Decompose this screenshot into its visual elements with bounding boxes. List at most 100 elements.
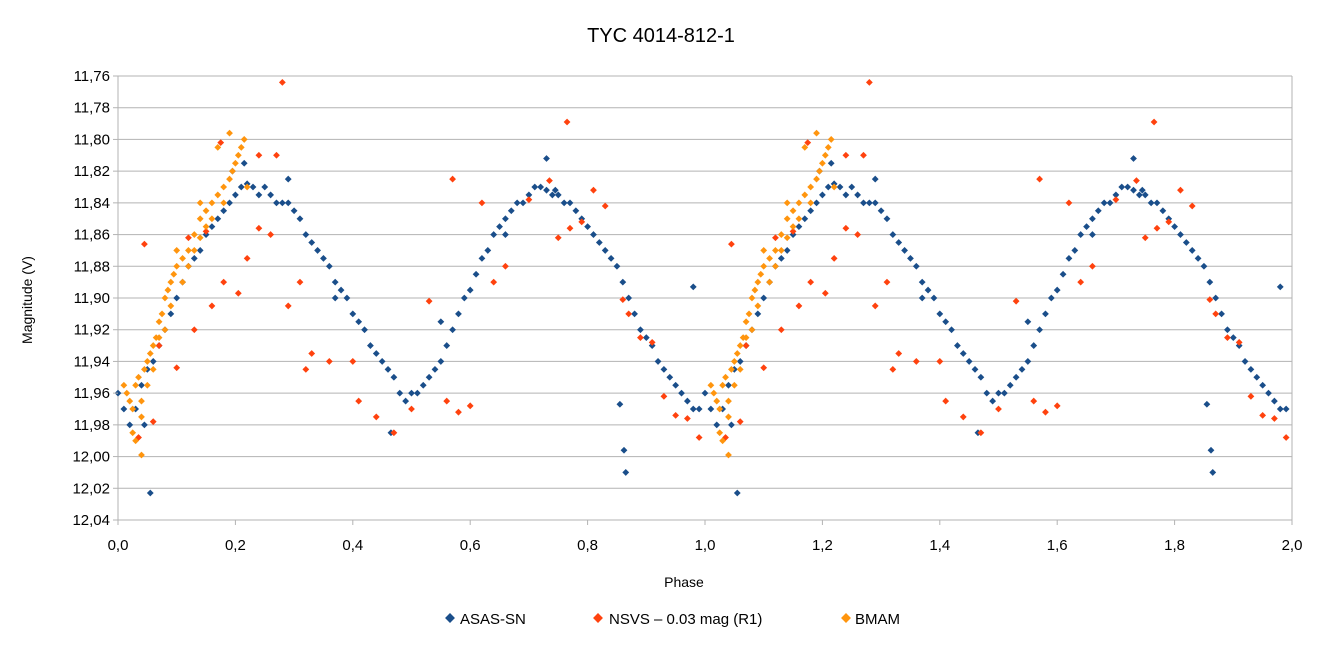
data-point [804, 139, 812, 146]
data-point [572, 207, 580, 215]
data-point [355, 397, 363, 405]
legend-item-asas-sn: ASAS-SN [445, 611, 526, 628]
data-point [813, 175, 820, 183]
data-point [1241, 358, 1249, 365]
data-point [560, 199, 568, 207]
data-point [185, 234, 192, 242]
x-tick-label: 0,0 [108, 537, 129, 554]
data-point [1153, 224, 1161, 232]
data-point [959, 350, 967, 357]
data-point [959, 413, 967, 421]
data-point [716, 405, 724, 413]
data-point [226, 199, 233, 207]
data-point [613, 262, 621, 270]
legend-item-bmam: BMAM [841, 611, 900, 628]
data-point [384, 365, 392, 373]
data-point [361, 326, 368, 334]
data-point [672, 411, 680, 419]
data-point [1133, 177, 1140, 185]
data-point [158, 310, 166, 318]
data-point [229, 167, 236, 175]
data-point [431, 365, 439, 373]
x-tick-label: 0,2 [225, 537, 246, 554]
data-point [1165, 218, 1173, 226]
data-point [1270, 415, 1278, 422]
data-point [1030, 397, 1038, 405]
data-point [126, 421, 134, 429]
data-point [466, 286, 474, 294]
data-point [889, 231, 897, 238]
data-point [546, 177, 553, 185]
data-point [1112, 196, 1120, 204]
data-point [625, 310, 633, 318]
data-point [240, 136, 248, 143]
data-point [173, 294, 181, 302]
data-point [918, 294, 926, 302]
data-point [126, 397, 134, 405]
data-point [120, 405, 128, 413]
data-point [789, 223, 797, 231]
data-point [842, 191, 850, 199]
data-point [202, 223, 210, 231]
data-point [149, 365, 157, 373]
data-point [537, 183, 545, 191]
data-point [478, 254, 486, 262]
data-point [1259, 381, 1267, 389]
data-point [170, 270, 178, 278]
data-point [196, 199, 204, 207]
data-point [190, 326, 198, 334]
data-point [167, 310, 175, 318]
data-point [654, 358, 662, 365]
data-point [918, 278, 926, 286]
legend: ASAS-SN NSVS – 0.03 mag (R1) BMAM [445, 611, 900, 628]
data-point [1182, 239, 1190, 246]
y-tick-label: 11,84 [74, 195, 110, 212]
data-point [642, 334, 650, 342]
data-point [865, 199, 873, 207]
data-point [842, 224, 850, 232]
data-point [660, 365, 668, 373]
data-point [1203, 400, 1211, 408]
data-point [622, 469, 630, 476]
data-point [484, 247, 492, 254]
data-point [754, 278, 762, 286]
data-point [1253, 373, 1261, 381]
data-point [273, 151, 280, 159]
data-point [355, 318, 363, 326]
data-point [123, 389, 131, 397]
data-point [337, 286, 345, 294]
data-point [942, 397, 950, 405]
data-point [149, 358, 157, 365]
data-point [989, 397, 997, 405]
data-point [1071, 247, 1079, 254]
data-point [948, 326, 955, 334]
data-point [912, 358, 920, 365]
data-point [689, 283, 697, 291]
data-point [719, 381, 727, 389]
data-point [883, 215, 891, 223]
series-layer [114, 78, 1290, 497]
data-point [308, 350, 316, 357]
y-tick-label: 11,98 [74, 417, 110, 434]
data-point [1118, 183, 1126, 191]
data-point [819, 159, 826, 167]
y-tick-label: 11,80 [74, 131, 110, 148]
data-point [772, 262, 779, 270]
data-point [173, 262, 181, 270]
data-point [801, 143, 809, 151]
data-point [173, 364, 181, 372]
data-point [736, 418, 744, 426]
data-point [1270, 397, 1278, 405]
data-point [129, 405, 137, 413]
data-point [325, 358, 333, 365]
data-point [907, 254, 914, 262]
data-point [425, 297, 433, 305]
data-point [460, 294, 468, 302]
data-point [584, 223, 591, 231]
data-point [267, 231, 275, 238]
data-point [1188, 247, 1196, 254]
data-point [1077, 278, 1085, 286]
data-point [455, 310, 462, 318]
legend-marker-asas-sn [445, 613, 455, 623]
data-point [449, 326, 456, 334]
